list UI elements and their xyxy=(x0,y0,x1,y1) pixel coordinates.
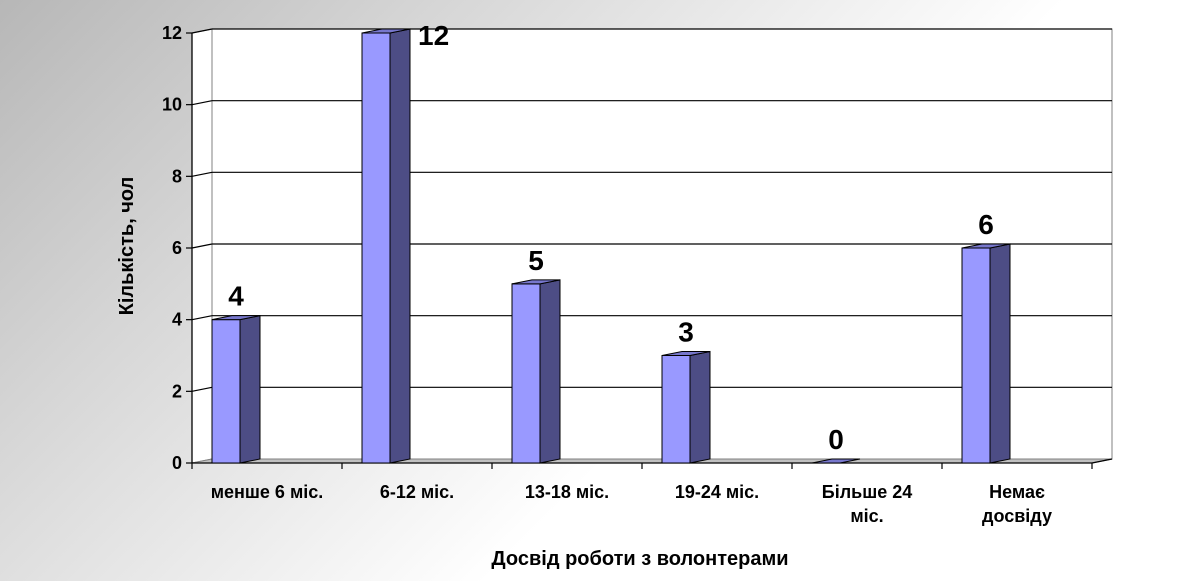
y-tick-label: 6 xyxy=(172,238,182,258)
y-tick-label: 8 xyxy=(172,166,182,186)
y-tick-label: 10 xyxy=(162,95,182,115)
bar-side xyxy=(389,28,411,464)
bar xyxy=(511,279,561,464)
bar-side xyxy=(239,315,261,464)
x-axis-end xyxy=(1091,458,1113,464)
bar-top xyxy=(661,351,711,356)
data-label: 5 xyxy=(528,245,544,276)
gridline-side xyxy=(191,28,213,34)
bar-front xyxy=(661,355,691,464)
bar-front xyxy=(961,247,991,464)
x-tick-label: Більше 24 xyxy=(822,482,912,502)
x-tick-label: 13-18 міс. xyxy=(525,482,609,502)
bar xyxy=(961,243,1011,464)
gridline-side xyxy=(191,315,213,321)
y-tick-label: 2 xyxy=(172,381,182,401)
x-tick-label: менше 6 міс. xyxy=(211,482,324,502)
gridline-side xyxy=(191,386,213,392)
bar-top xyxy=(361,28,411,34)
x-tick-label: 19-24 міс. xyxy=(675,482,759,502)
gridline-side xyxy=(191,171,213,177)
y-axis-title: Кількість, чол xyxy=(116,177,138,316)
x-tick-label: Немає xyxy=(989,482,1045,502)
data-label: 4 xyxy=(228,281,244,312)
x-axis-title: Досвід роботи з волонтерами xyxy=(491,548,788,570)
bar-front xyxy=(361,32,391,464)
data-label: 3 xyxy=(678,317,694,348)
y-tick-label: 12 xyxy=(162,23,182,43)
y-tick-label: 0 xyxy=(172,453,182,473)
bar xyxy=(811,458,861,464)
data-label: 6 xyxy=(978,209,994,240)
gridline-side xyxy=(191,243,213,249)
x-tick-label: 6-12 міс. xyxy=(380,482,454,502)
bar-top xyxy=(811,458,861,464)
bar-side xyxy=(689,350,711,464)
bar-front xyxy=(211,319,241,464)
bar-top xyxy=(961,243,1011,249)
bar xyxy=(211,315,261,464)
bar-side xyxy=(539,279,561,464)
gridline-side xyxy=(191,100,213,106)
x-tick-label: міс. xyxy=(850,506,883,526)
bar-side xyxy=(989,243,1011,464)
bar xyxy=(361,28,411,464)
x-tick-label: досвіду xyxy=(982,506,1052,526)
bar-front xyxy=(511,283,541,464)
data-label: 0 xyxy=(828,424,844,455)
data-label: 12 xyxy=(418,20,449,51)
bar-top xyxy=(211,315,261,321)
bar-top xyxy=(511,279,561,285)
y-tick-label: 4 xyxy=(172,310,182,330)
bar xyxy=(661,350,711,464)
